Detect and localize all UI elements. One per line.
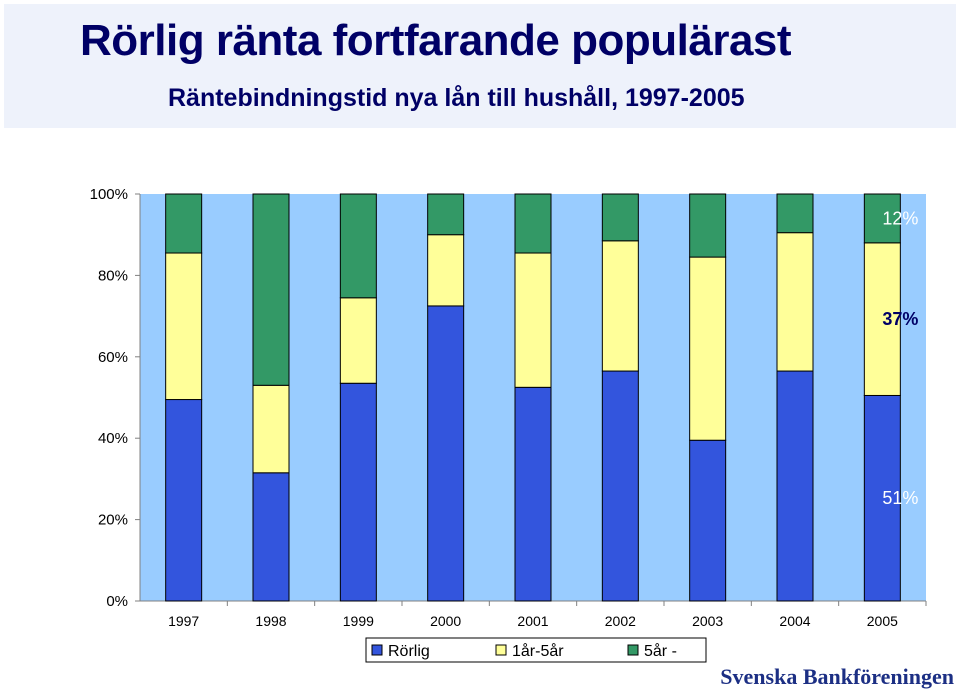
bar-segment xyxy=(252,193,290,386)
bar-segment xyxy=(427,305,465,602)
bar-segment xyxy=(339,297,377,384)
bar-segment xyxy=(252,472,290,602)
page-subtitle: Räntebindningstid nya lån till hushåll, … xyxy=(168,84,745,112)
bar-segment xyxy=(776,370,814,602)
x-tick-label: 2004 xyxy=(779,613,810,629)
y-tick-label: 0% xyxy=(106,593,128,610)
y-tick-label: 40% xyxy=(98,430,128,447)
bar-segment xyxy=(165,193,203,254)
x-tick-label: 1997 xyxy=(168,613,199,629)
x-tick-label: 2003 xyxy=(692,613,723,629)
x-tick-label: 2000 xyxy=(430,613,461,629)
title-banner: Rörlig ränta fortfarande populärast Ränt… xyxy=(4,4,956,128)
bar-segment xyxy=(776,232,814,372)
bar-segment xyxy=(165,252,203,401)
bar-segment xyxy=(601,240,639,372)
bar-segment xyxy=(339,382,377,602)
bar-segment xyxy=(776,193,814,234)
bar-segment xyxy=(514,193,552,254)
bar-segment xyxy=(863,242,901,396)
bar-segment xyxy=(427,234,465,307)
legend-swatch xyxy=(627,644,639,656)
x-tick-label: 2001 xyxy=(517,613,548,629)
bar-segment xyxy=(514,252,552,388)
page-title: Rörlig ränta fortfarande populärast xyxy=(80,16,792,65)
y-tick-label: 80% xyxy=(98,267,128,284)
legend-swatch xyxy=(371,644,383,656)
bar-segment xyxy=(427,193,465,236)
bar-segment xyxy=(339,193,377,299)
bar-segment xyxy=(252,384,290,474)
bar-segment xyxy=(689,256,727,441)
legend-label: 1år-5år xyxy=(512,642,564,660)
bar-segment xyxy=(689,439,727,602)
legend-box xyxy=(365,637,707,663)
brand-logo-text: Svenska Bankföreningen xyxy=(720,664,954,689)
bar-segment xyxy=(863,394,901,602)
x-tick-label: 1998 xyxy=(255,613,286,629)
bar-segment xyxy=(601,193,639,242)
data-label: 51% xyxy=(882,488,918,508)
data-label: 12% xyxy=(882,208,918,228)
x-tick-label: 1999 xyxy=(343,613,374,629)
data-label: 37% xyxy=(882,309,918,329)
y-tick-label: 100% xyxy=(90,186,128,203)
legend-label: 5år - xyxy=(644,642,677,660)
bar-segment xyxy=(863,193,901,244)
legend-swatch xyxy=(495,644,507,656)
bar-segment xyxy=(601,370,639,602)
x-tick-label: 2005 xyxy=(867,613,898,629)
legend-label: Rörlig xyxy=(388,643,430,660)
bar-segment xyxy=(689,193,727,258)
bar-segment xyxy=(165,399,203,602)
y-tick-label: 60% xyxy=(98,349,128,366)
x-tick-label: 2002 xyxy=(605,613,636,629)
bar-segment xyxy=(514,386,552,602)
y-tick-label: 20% xyxy=(98,512,128,529)
